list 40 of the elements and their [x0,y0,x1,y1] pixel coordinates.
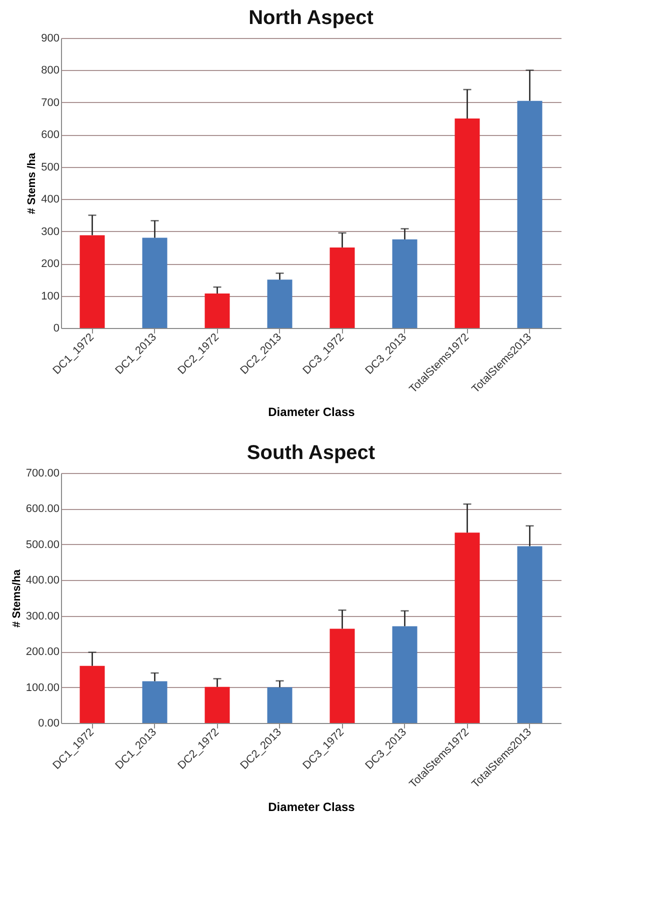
bar [142,681,168,723]
bar [517,546,542,723]
bar [204,294,230,328]
bar [454,118,480,328]
y-tick-label: 400 [41,194,60,206]
y-tick-label: 500.00 [26,538,60,551]
y-tick-label: 500 [41,161,60,174]
y-tick-label: 300.00 [26,610,60,622]
x-axis-title: Diameter Class [268,404,356,419]
y-tick-label: 300 [41,226,60,238]
bar [392,239,418,328]
y-tick-label: 400.00 [26,574,60,587]
y-tick-label: 100.00 [26,682,60,694]
bar [142,238,168,328]
y-tick-label: 0.00 [38,718,60,730]
bar [267,687,292,723]
bar [454,532,480,723]
y-tick-label: 700.00 [26,468,60,480]
y-tick-label: 900 [41,32,60,44]
bar [392,626,418,723]
y-tick-label: 200 [41,258,60,270]
chart-title: South Aspect [246,442,376,464]
bar [80,666,105,723]
y-tick-label: 800 [41,64,60,77]
y-tick-label: 100 [41,290,60,302]
bar [330,628,355,723]
bar [204,686,230,723]
bar [330,247,355,328]
y-tick-label: 0 [53,322,60,334]
bar [80,235,105,328]
y-tick-label: 600.00 [26,503,60,516]
bar [517,100,542,328]
chart-title: North Aspect [248,7,374,29]
y-tick-label: 200.00 [26,646,60,658]
y-tick-label: 700 [41,96,60,109]
y-axis-title: # Stems /ha [26,152,38,214]
bar [267,280,292,328]
y-tick-label: 600 [41,129,60,142]
x-axis-title: Diameter Class [268,800,356,814]
y-axis-title: # Stems/ha [10,568,23,628]
